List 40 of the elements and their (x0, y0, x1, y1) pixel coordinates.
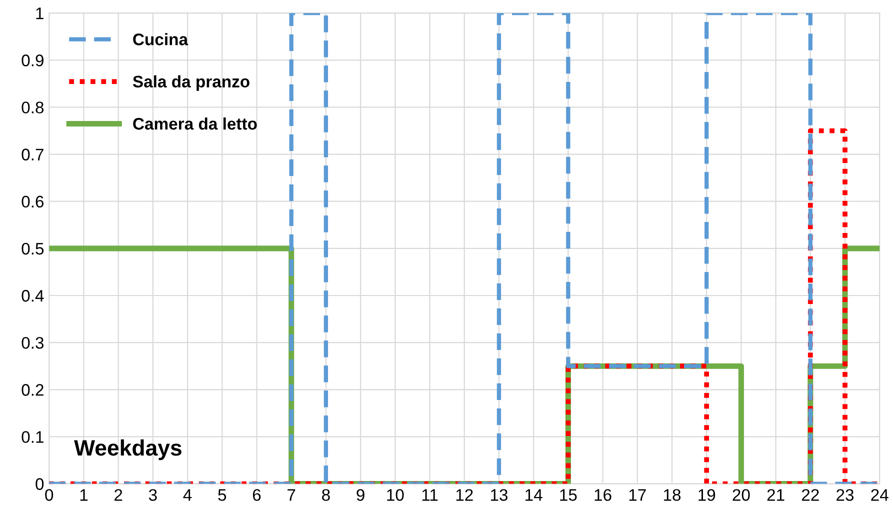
y-tick-label: 0.5 (22, 242, 44, 255)
legend-label: Sala da pranzo (132, 75, 250, 91)
x-tick-label: 7 (288, 489, 296, 501)
y-tick-label: 0.8 (22, 102, 44, 114)
x-tick-label: 24 (871, 489, 888, 501)
x-tick-label: 19 (698, 489, 716, 501)
y-tick-label: 0.4 (22, 290, 44, 302)
x-tick-label: 15 (560, 489, 577, 501)
y-tick-label: 0.3 (22, 336, 44, 349)
legend-label: Camera da letto (133, 117, 257, 130)
x-tick-label: 16 (594, 489, 612, 501)
y-tick-label: 0.9 (22, 54, 44, 66)
x-tick-label: 21 (767, 489, 784, 501)
x-tick-label: 14 (526, 489, 542, 501)
x-tick-label: 1 (80, 489, 88, 501)
x-tick-label: 6 (252, 489, 261, 501)
y-tick-label: 0.6 (22, 196, 44, 208)
y-tick-label: 1 (36, 8, 44, 20)
annotation: Weekdays (74, 439, 182, 460)
y-tick-label: 0.2 (22, 384, 44, 396)
x-tick-label: 4 (183, 489, 192, 501)
x-tick-label: 9 (356, 489, 364, 501)
x-tick-label: 3 (148, 489, 157, 501)
x-tick-label: 13 (490, 489, 508, 501)
y-tick-label: 0.1 (22, 431, 44, 443)
legend-label: Cucina (133, 33, 188, 46)
x-tick-label: 17 (629, 489, 646, 501)
x-tick-label: 12 (456, 489, 473, 501)
x-tick-label: 2 (114, 489, 122, 501)
x-tick-label: 20 (732, 489, 750, 501)
x-tick-label: 23 (836, 489, 854, 501)
x-tick-label: 8 (322, 489, 330, 501)
x-tick-label: 5 (218, 489, 226, 501)
y-tick-label: 0.7 (22, 148, 44, 160)
x-tick-label: 0 (45, 489, 54, 501)
x-tick-label: 10 (387, 489, 404, 501)
x-tick-label: 22 (802, 489, 819, 501)
y-tick-label: 0 (36, 478, 44, 490)
x-tick-label: 18 (664, 489, 681, 501)
x-tick-label: 11 (422, 489, 438, 501)
